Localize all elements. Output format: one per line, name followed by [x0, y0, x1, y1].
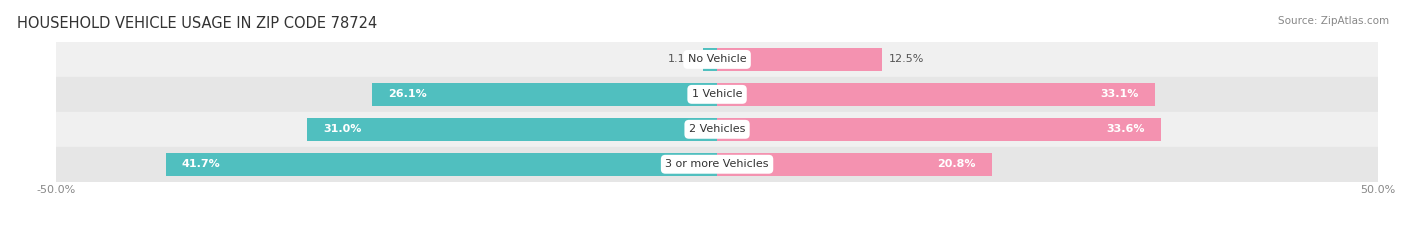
Bar — [56, 42, 1378, 77]
Text: 1.1%: 1.1% — [668, 55, 696, 64]
Bar — [56, 112, 1378, 147]
Bar — [308, 118, 717, 141]
Bar — [56, 147, 1378, 182]
Text: No Vehicle: No Vehicle — [688, 55, 747, 64]
Text: 3 or more Vehicles: 3 or more Vehicles — [665, 159, 769, 169]
Text: 41.7%: 41.7% — [181, 159, 221, 169]
Bar — [373, 83, 717, 106]
Bar — [717, 153, 993, 176]
Text: 1 Vehicle: 1 Vehicle — [692, 89, 742, 99]
Bar — [56, 77, 1378, 112]
Text: HOUSEHOLD VEHICLE USAGE IN ZIP CODE 78724: HOUSEHOLD VEHICLE USAGE IN ZIP CODE 7872… — [17, 16, 377, 31]
Text: 20.8%: 20.8% — [938, 159, 976, 169]
Text: 2 Vehicles: 2 Vehicles — [689, 124, 745, 134]
Legend: Owner-occupied, Renter-occupied: Owner-occupied, Renter-occupied — [595, 230, 839, 233]
Bar — [717, 48, 883, 71]
Bar — [717, 83, 1154, 106]
Text: 12.5%: 12.5% — [889, 55, 924, 64]
Text: 26.1%: 26.1% — [388, 89, 427, 99]
Text: Source: ZipAtlas.com: Source: ZipAtlas.com — [1278, 16, 1389, 26]
Text: 33.6%: 33.6% — [1107, 124, 1146, 134]
Bar — [703, 48, 717, 71]
Text: 31.0%: 31.0% — [323, 124, 361, 134]
Text: 33.1%: 33.1% — [1101, 89, 1139, 99]
Bar — [717, 118, 1161, 141]
Bar — [166, 153, 717, 176]
